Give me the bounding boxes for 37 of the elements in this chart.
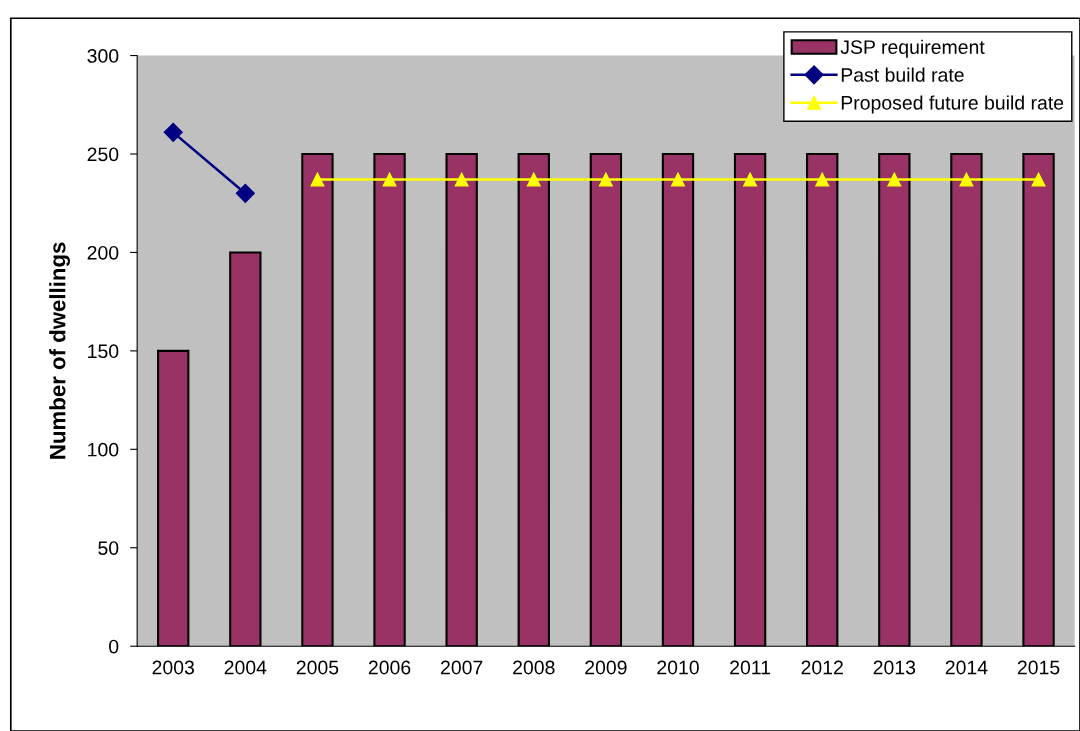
point	[959, 172, 974, 187]
x-tick-label: 2011	[730, 660, 771, 675]
y-tick-label: 100	[88, 442, 119, 457]
legend-label: JSP requirement	[840, 39, 985, 58]
y-tick-label: 300	[87, 49, 119, 63]
y-tick-label: 50	[98, 541, 119, 555]
point	[671, 172, 685, 187]
point	[163, 122, 183, 142]
point	[743, 172, 758, 187]
point	[1031, 172, 1046, 187]
y-tick-label: 250	[87, 147, 119, 162]
point	[815, 172, 830, 187]
x-tick-label: 2009	[585, 660, 627, 675]
y-tick-label: 150	[88, 344, 119, 359]
point	[887, 172, 902, 187]
x-tick-label: 2005	[296, 660, 339, 675]
x-tick-label: 2006	[368, 660, 411, 675]
x-tick-label: 2012	[801, 660, 843, 675]
point	[598, 172, 613, 187]
point	[454, 172, 469, 187]
x-tick-label: 2008	[513, 660, 555, 675]
point	[310, 172, 325, 187]
point	[382, 172, 397, 187]
y-axis-title: Number of dwellings	[49, 242, 70, 459]
legend-label: Past build rate	[841, 67, 964, 82]
point	[526, 172, 541, 187]
x-tick-label: 2014	[945, 660, 988, 675]
y-tick-label: 0	[109, 639, 119, 654]
y-tick-label: 200	[87, 245, 119, 260]
point	[235, 183, 255, 203]
x-tick-label: 2015	[1017, 660, 1060, 675]
x-tick-label: 2003	[152, 660, 194, 675]
x-tick-label: 2007	[441, 660, 483, 675]
x-tick-label: 2004	[224, 660, 267, 675]
legend-label: Proposed future build rate	[841, 95, 1064, 114]
x-tick-label: 2010	[657, 660, 699, 675]
x-tick-label: 2013	[873, 660, 916, 675]
